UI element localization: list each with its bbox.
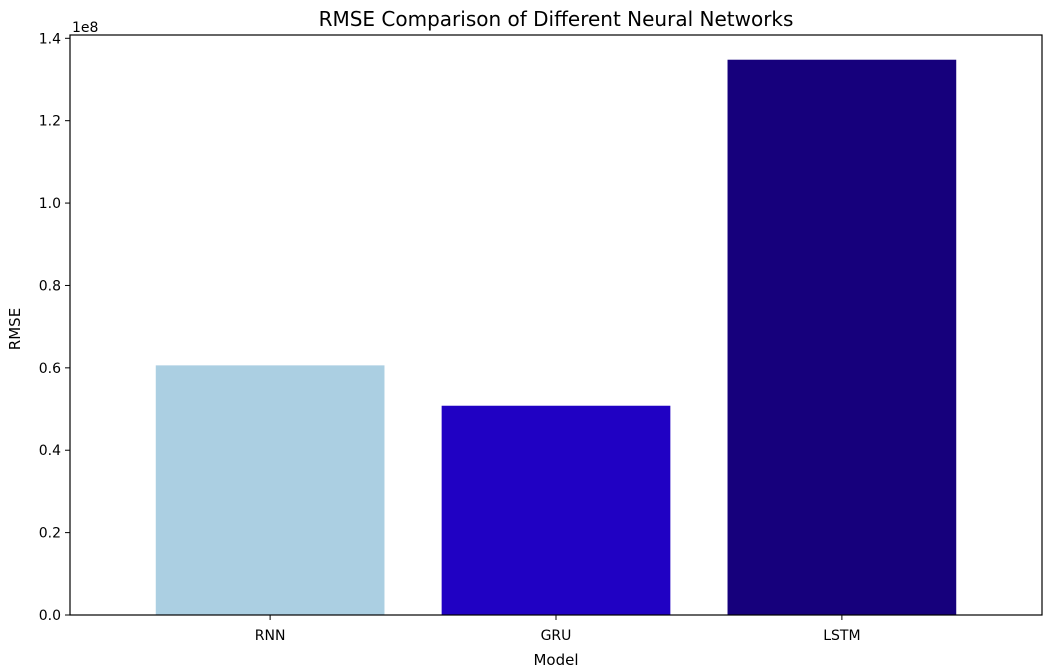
- bar-gru: [441, 405, 671, 615]
- bar-rnn: [155, 365, 385, 615]
- y-tick-label: 1.4: [39, 31, 61, 47]
- bars-group: [155, 59, 957, 616]
- x-tick-label: RNN: [255, 628, 286, 644]
- plot-area-frame: [69, 34, 1043, 616]
- y-axis-scale-label: 1e8: [72, 20, 98, 36]
- y-ticks-group: 0.0 0.2 0.4 0.6 0.8 1.0 1.2 1.4: [39, 31, 70, 624]
- y-tick-label: 0.2: [39, 526, 61, 542]
- x-ticks-group: RNN GRU LSTM: [255, 615, 861, 644]
- y-axis-label: RMSE: [6, 308, 24, 350]
- y-tick-label: 1.0: [39, 196, 61, 212]
- y-tick-label: 0.0: [39, 608, 61, 624]
- x-axis-label: Model: [533, 651, 578, 669]
- y-tick-label: 1.2: [39, 114, 61, 130]
- y-tick-label: 0.8: [39, 278, 61, 294]
- y-tick-label: 0.4: [39, 443, 61, 459]
- y-tick-label: 0.6: [39, 361, 61, 377]
- x-tick-label: GRU: [541, 628, 572, 644]
- bar-lstm: [727, 59, 957, 616]
- chart-title: RMSE Comparison of Different Neural Netw…: [319, 7, 794, 31]
- x-tick-label: LSTM: [823, 628, 860, 644]
